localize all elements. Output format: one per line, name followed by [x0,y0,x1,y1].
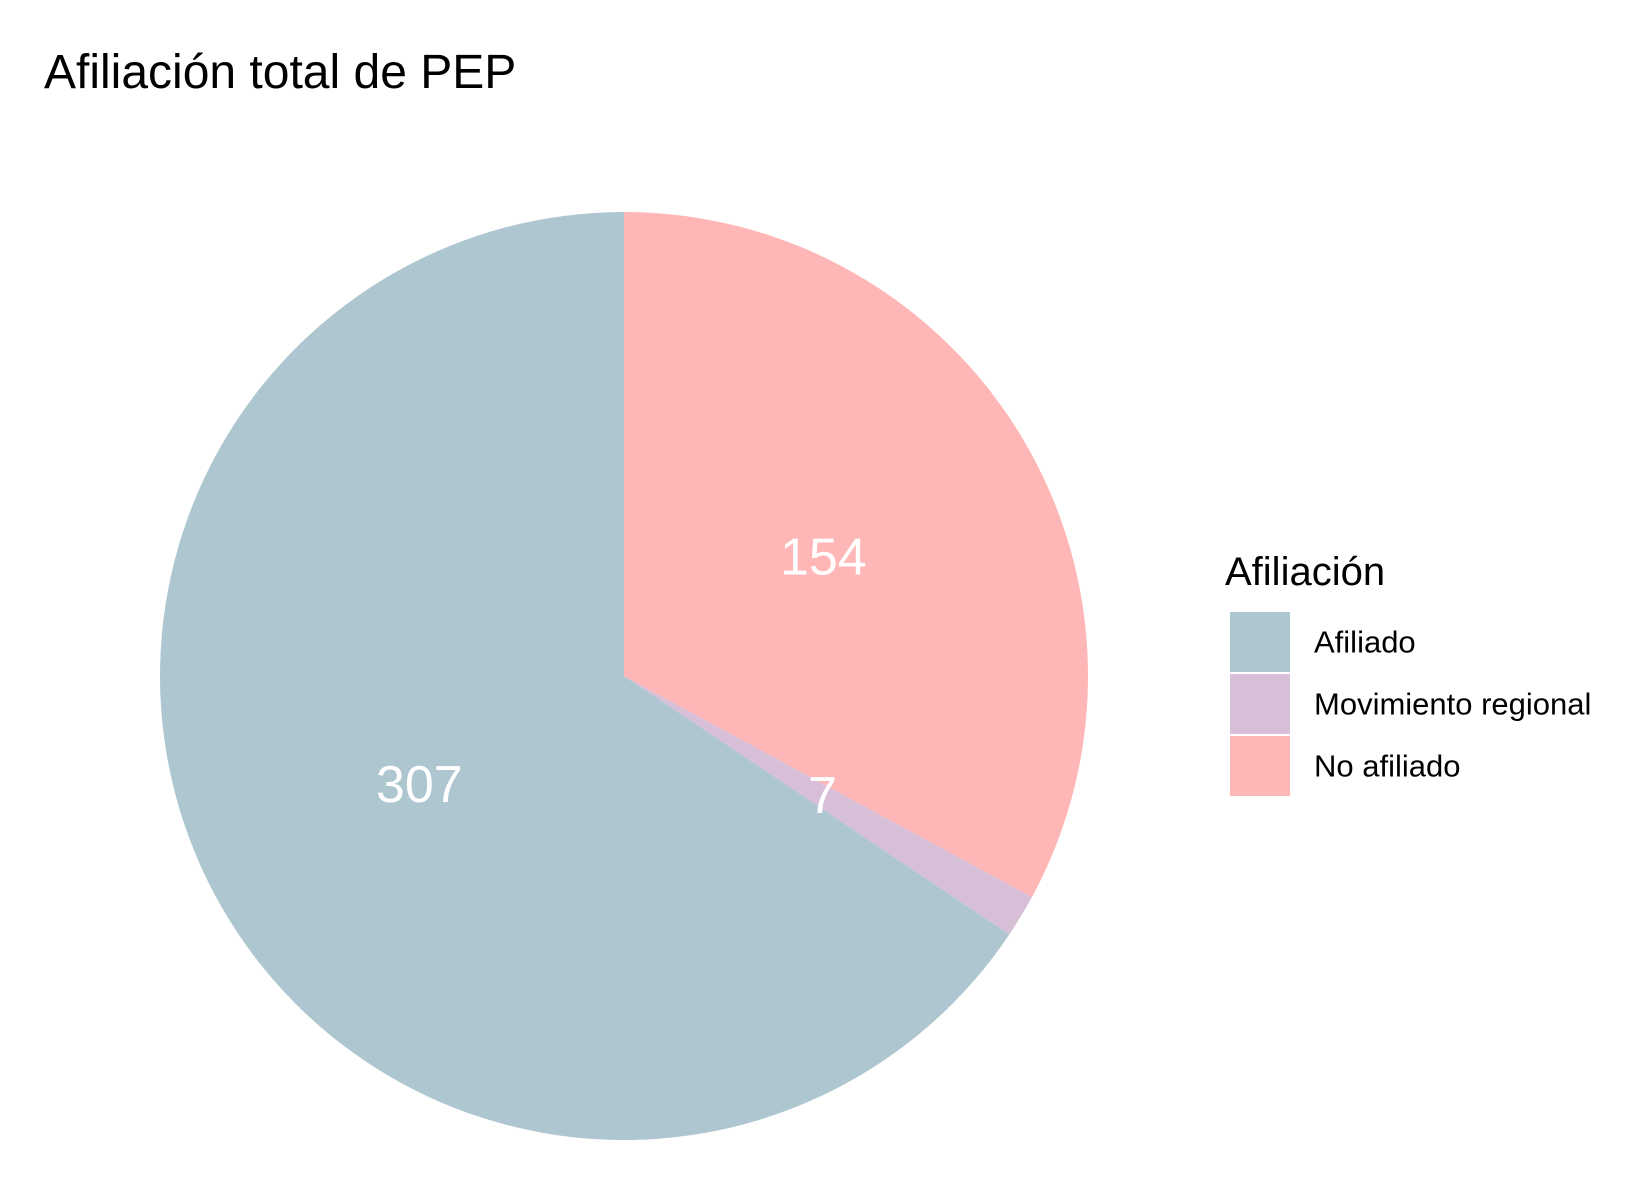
pie-slice-afiliado [159,212,1010,1140]
slice-label-movimiento-regional: 7 [808,767,837,825]
slice-label-afiliado: 307 [376,756,463,814]
pie-slice-labels: 154 7 307 [376,528,867,825]
legend-key [1230,612,1290,672]
pie-slice-movimiento-regional [624,676,1032,935]
legend-label: Movimiento regional [1314,687,1591,722]
legend-item: Afiliado [1230,612,1416,672]
legend-key [1230,736,1290,796]
slice-label-no-afiliado: 154 [780,528,867,586]
legend: Afiliación Afiliado Movimiento regional No… [1225,550,1591,796]
legend-items: Afiliado Movimiento regional No afiliado [1230,612,1591,796]
chart-title: Afiliación total de PEP [44,46,516,99]
legend-item: No afiliado [1230,736,1460,796]
legend-title: Afiliación [1225,550,1385,594]
legend-key [1230,674,1290,734]
legend-label: Afiliado [1314,625,1416,660]
pie-slices [159,212,1089,1140]
legend-label: No afiliado [1314,749,1460,784]
legend-item: Movimiento regional [1230,674,1591,734]
pie-slice-no-afiliado [624,212,1089,898]
